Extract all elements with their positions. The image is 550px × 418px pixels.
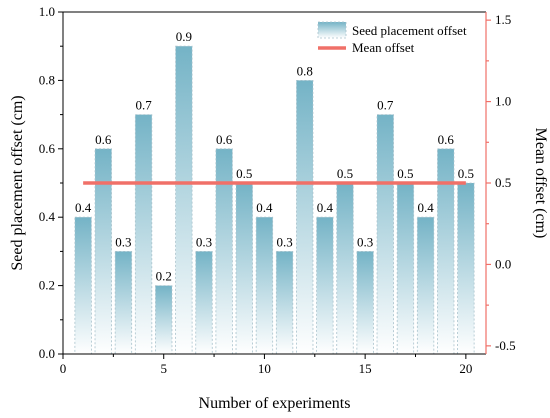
y-axis-label: Seed placement offset (cm) <box>9 95 26 270</box>
y2-tick-label: 0.0 <box>495 256 511 271</box>
bar-value-label: 0.7 <box>135 98 152 113</box>
x-axis-label: Number of experiments <box>199 395 351 412</box>
bar <box>256 217 273 354</box>
bar-value-label: 0.5 <box>397 166 413 181</box>
legend-label-seed-placement-offset: Seed placement offset <box>352 23 467 38</box>
x-tick-label: 5 <box>160 361 167 376</box>
bar-value-label: 0.6 <box>438 132 455 147</box>
y-tick-label: 1.0 <box>39 4 55 19</box>
bar <box>457 183 475 354</box>
bar-value-label: 0.7 <box>377 98 394 113</box>
bar-value-label: 0.4 <box>256 200 273 215</box>
legend-label-mean-offset: Mean offset <box>352 40 415 55</box>
bar <box>356 251 374 354</box>
x-tick-label: 0 <box>60 361 67 376</box>
y-tick-label: 0.8 <box>39 72 55 87</box>
bar-outline <box>296 80 314 355</box>
y2-tick-label: 0.5 <box>495 175 511 190</box>
y-tick-label: 0.6 <box>39 141 56 156</box>
bar <box>377 114 394 354</box>
x-tick-label: 10 <box>258 361 271 376</box>
bar-value-label: 0.3 <box>357 234 373 249</box>
bar <box>135 114 152 354</box>
bar <box>155 285 172 354</box>
bars-layer: 0.4 0.6 0.3 0.7 0.2 0.9 0.3 0.6 0.5 0.4 0.3 0.8 0.4 0… <box>74 29 475 355</box>
bar-value-label: 0.6 <box>95 132 112 147</box>
bar-value-label: 0.4 <box>417 200 434 215</box>
bar-outline <box>356 250 374 355</box>
axes-layer: 0 5 10 15 20 0.0 0.2 0.4 0.6 0.8 1.0 -0.5 0.0 0.5 1.0 1… <box>9 4 549 412</box>
y-tick-label: 0.0 <box>39 346 55 361</box>
bar <box>316 217 334 354</box>
bar <box>95 148 112 354</box>
bar <box>115 251 132 354</box>
bar <box>195 251 213 354</box>
x-tick-label: 15 <box>359 361 372 376</box>
bar <box>175 46 193 354</box>
legend: Seed placement offset Mean offset <box>317 21 467 55</box>
bar-value-label: 0.4 <box>317 200 334 215</box>
bar-value-label: 0.8 <box>297 63 313 78</box>
y-tick-label: 0.2 <box>39 278 55 293</box>
bar-value-label: 0.5 <box>337 166 353 181</box>
y2-axis-label: Mean offset (cm) <box>532 128 549 239</box>
bar-value-label: 0.6 <box>216 132 233 147</box>
bar-value-label: 0.4 <box>75 200 92 215</box>
bar-value-label: 0.3 <box>196 234 212 249</box>
bar-value-label: 0.3 <box>115 234 131 249</box>
bar-value-label: 0.9 <box>176 29 192 44</box>
legend-bar-swatch <box>317 21 347 39</box>
bar <box>215 148 233 354</box>
y2-tick-label: 1.0 <box>495 94 511 109</box>
bar-value-label: 0.3 <box>276 234 292 249</box>
bar <box>417 217 434 354</box>
bar <box>336 183 354 354</box>
bar-outline <box>114 250 133 355</box>
bar <box>437 148 454 354</box>
bar <box>276 251 293 354</box>
bar-value-label: 0.2 <box>156 269 172 284</box>
y2-tick-label: -0.5 <box>495 338 516 353</box>
bar-value-label: 0.5 <box>458 166 474 181</box>
bar <box>236 183 253 354</box>
bar <box>74 217 92 354</box>
y-tick-label: 0.4 <box>39 209 56 224</box>
bar-value-label: 0.5 <box>236 166 252 181</box>
bar <box>296 80 313 355</box>
x-tick-label: 20 <box>459 361 472 376</box>
bar-outline <box>275 250 294 355</box>
bar-outline <box>195 250 213 355</box>
bar <box>397 183 414 354</box>
y2-tick-label: 1.5 <box>495 12 511 27</box>
